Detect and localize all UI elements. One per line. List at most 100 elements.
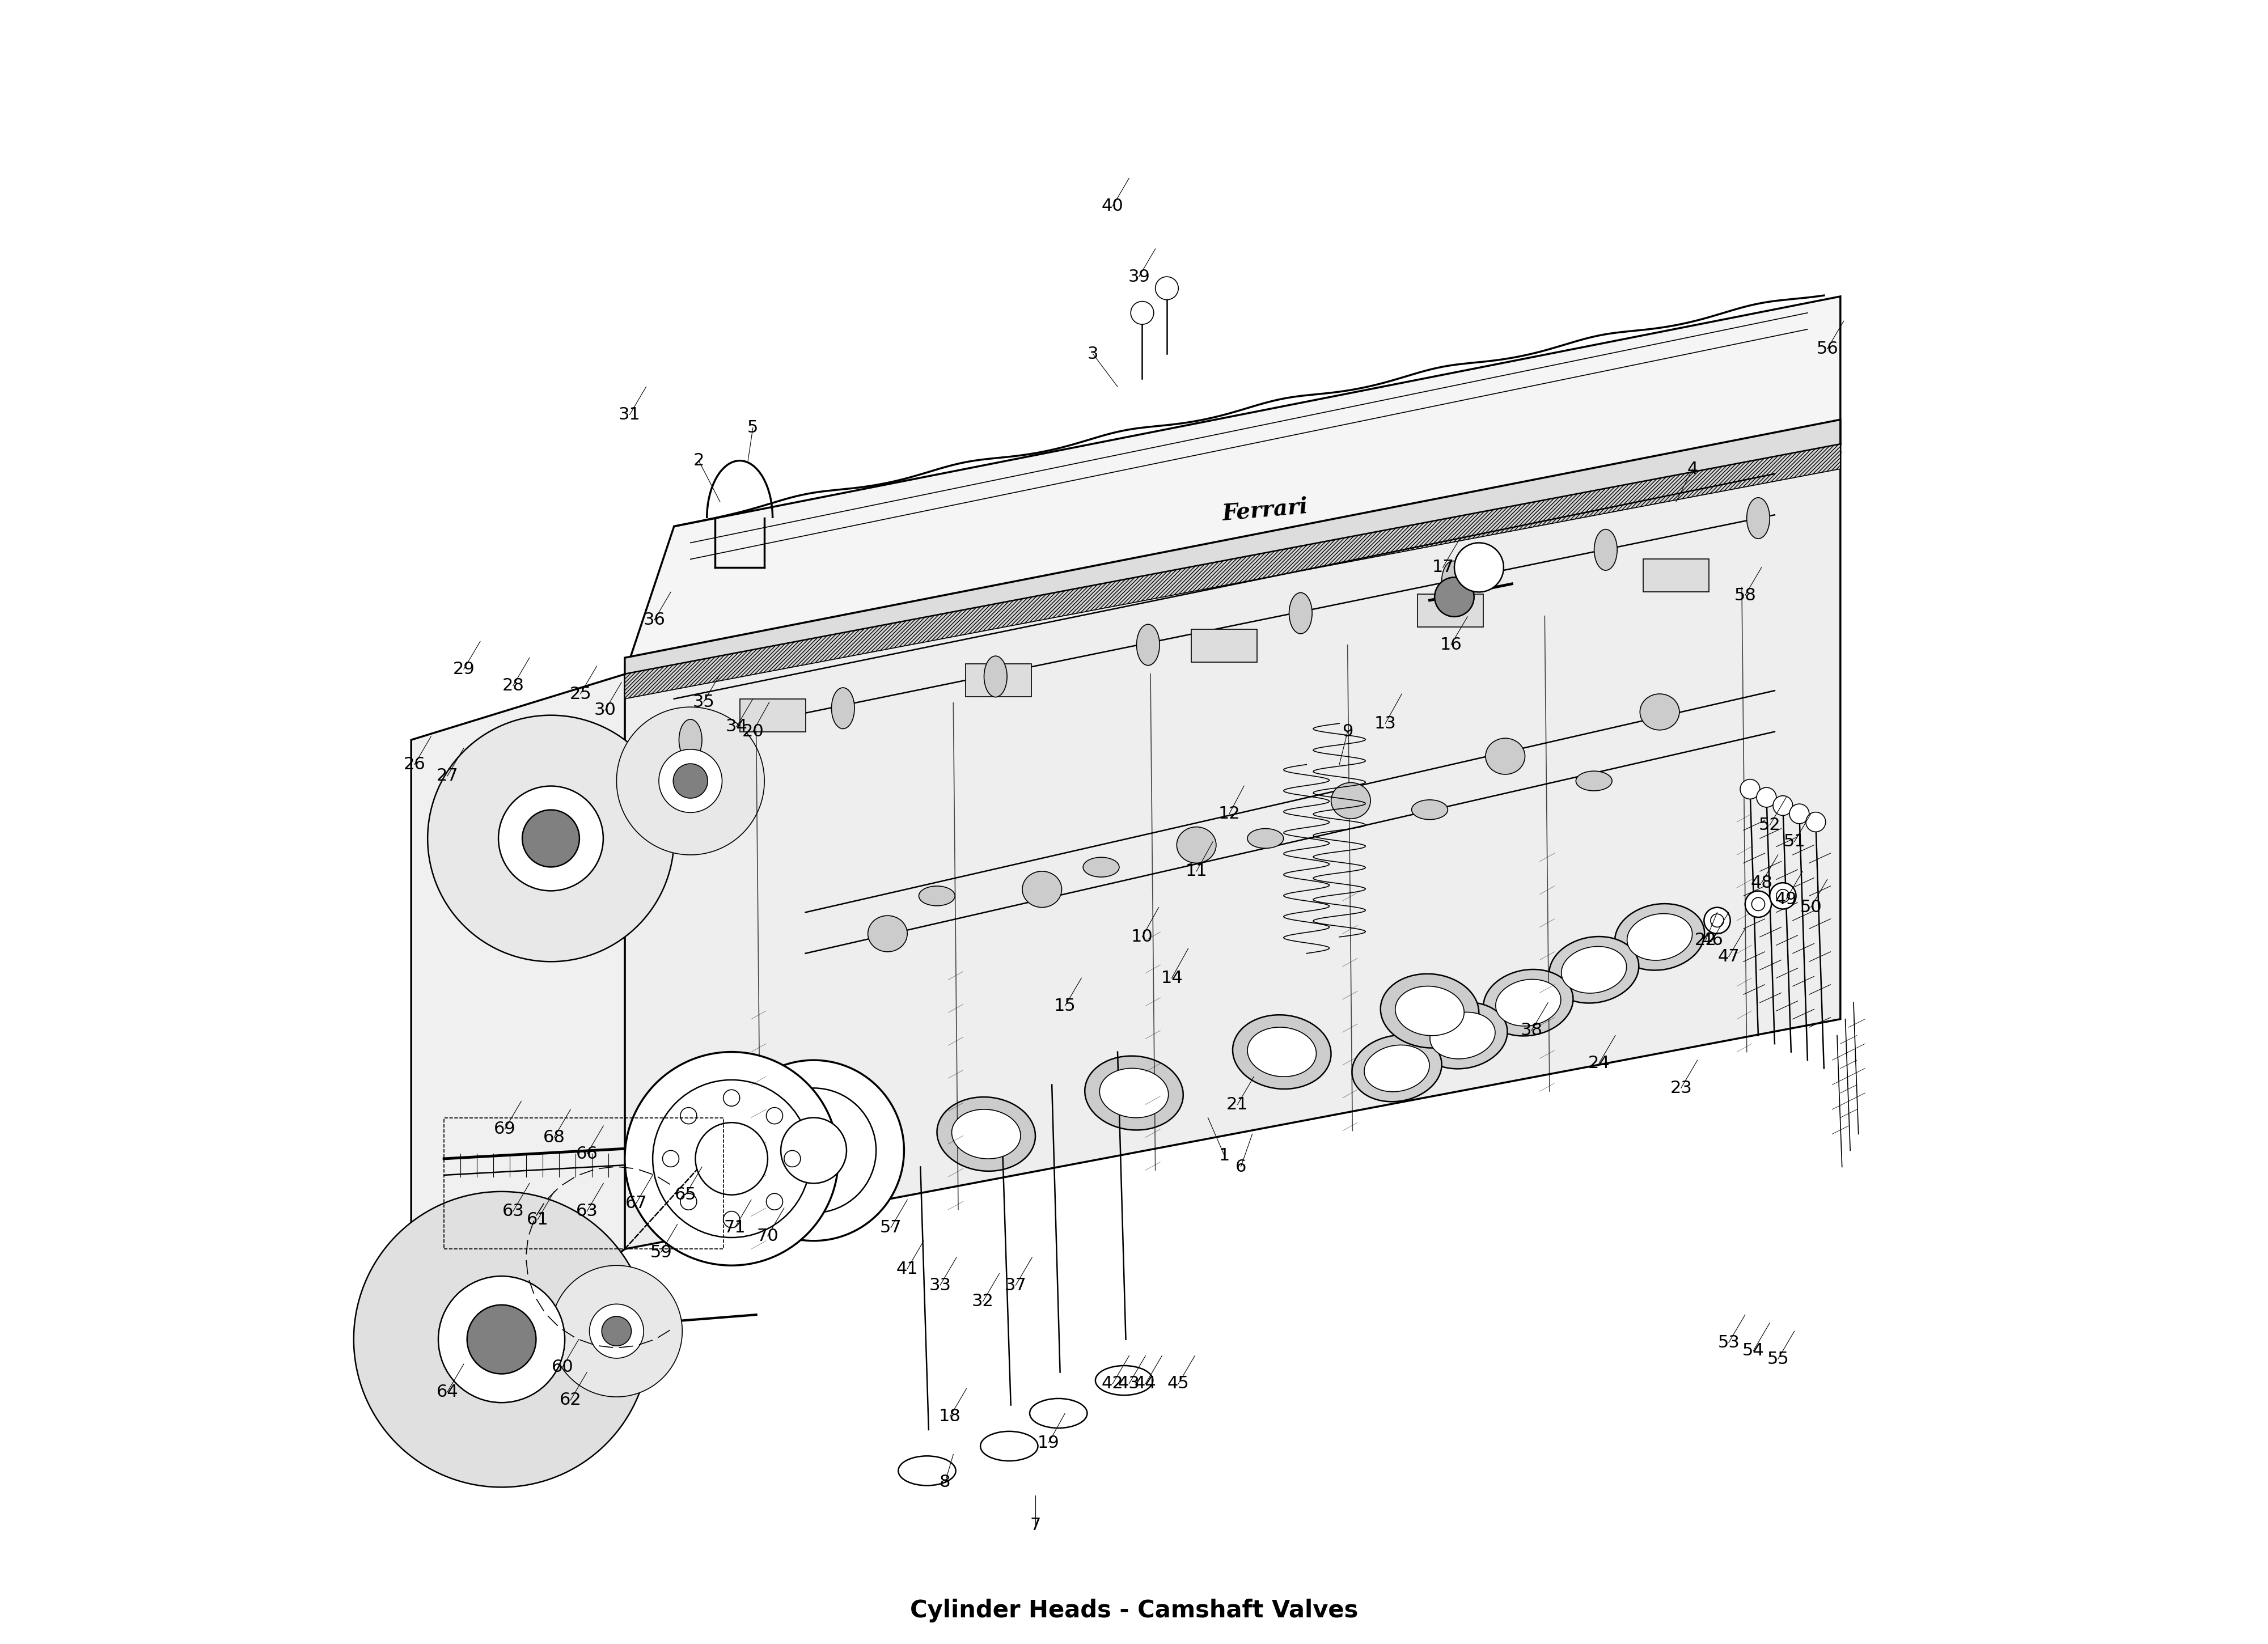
Text: 45: 45	[1168, 1376, 1188, 1392]
Text: 48: 48	[1751, 875, 1774, 891]
Text: 29: 29	[454, 661, 474, 677]
Ellipse shape	[1594, 529, 1617, 570]
Circle shape	[662, 1151, 678, 1167]
Text: 14: 14	[1161, 970, 1184, 986]
Ellipse shape	[980, 1432, 1039, 1462]
Circle shape	[438, 1276, 565, 1402]
Circle shape	[1436, 577, 1474, 616]
Circle shape	[1703, 907, 1730, 934]
Text: 32: 32	[973, 1294, 993, 1310]
Ellipse shape	[1365, 1046, 1429, 1092]
Circle shape	[1758, 787, 1776, 807]
Text: 13: 13	[1374, 715, 1397, 732]
Ellipse shape	[1549, 937, 1640, 1003]
Circle shape	[653, 1080, 810, 1238]
Text: 15: 15	[1055, 998, 1075, 1014]
Ellipse shape	[1626, 914, 1692, 960]
Ellipse shape	[1095, 1366, 1152, 1396]
Text: 34: 34	[726, 718, 748, 735]
Circle shape	[723, 1212, 739, 1228]
Text: 57: 57	[880, 1220, 903, 1236]
Ellipse shape	[1084, 1055, 1184, 1129]
Ellipse shape	[1495, 980, 1560, 1026]
Text: 64: 64	[435, 1384, 458, 1401]
Text: 55: 55	[1767, 1351, 1789, 1368]
Text: 41: 41	[896, 1261, 919, 1277]
Text: 68: 68	[542, 1129, 565, 1146]
Text: 17: 17	[1431, 559, 1454, 575]
Text: 6: 6	[1236, 1159, 1247, 1175]
Text: 44: 44	[1134, 1376, 1157, 1392]
Text: 63: 63	[576, 1203, 599, 1220]
Text: 1: 1	[1218, 1148, 1229, 1164]
Ellipse shape	[1640, 694, 1678, 730]
Text: 24: 24	[1588, 1055, 1610, 1072]
Text: 22: 22	[1694, 932, 1717, 949]
Circle shape	[1710, 914, 1724, 927]
Polygon shape	[617, 707, 764, 855]
Ellipse shape	[1232, 1014, 1331, 1088]
Ellipse shape	[1483, 970, 1574, 1036]
Ellipse shape	[832, 687, 855, 728]
Circle shape	[1805, 812, 1826, 832]
Polygon shape	[354, 1192, 649, 1488]
Text: 50: 50	[1801, 899, 1821, 916]
Ellipse shape	[984, 656, 1007, 697]
Ellipse shape	[1486, 738, 1524, 774]
Circle shape	[680, 1108, 696, 1124]
Circle shape	[780, 1118, 846, 1184]
Polygon shape	[624, 296, 1839, 674]
Text: 28: 28	[501, 677, 524, 694]
Bar	[1644, 559, 1710, 592]
Text: 47: 47	[1717, 949, 1740, 965]
Ellipse shape	[1030, 1399, 1086, 1429]
Text: 69: 69	[494, 1121, 515, 1138]
Circle shape	[522, 810, 578, 866]
Ellipse shape	[678, 720, 703, 761]
Text: 35: 35	[692, 694, 714, 710]
Polygon shape	[624, 444, 1839, 1249]
Circle shape	[785, 1151, 801, 1167]
Bar	[445, 1118, 723, 1249]
Text: 4: 4	[1687, 460, 1699, 477]
Circle shape	[1751, 898, 1765, 911]
Text: 70: 70	[758, 1228, 778, 1245]
Text: 36: 36	[644, 612, 665, 628]
Ellipse shape	[1560, 947, 1626, 993]
Text: 62: 62	[560, 1392, 581, 1409]
Circle shape	[1744, 891, 1771, 917]
Text: 33: 33	[930, 1277, 950, 1294]
Circle shape	[674, 764, 708, 799]
Text: 39: 39	[1127, 268, 1150, 284]
Circle shape	[680, 1194, 696, 1210]
Bar	[1417, 593, 1483, 626]
Text: 65: 65	[674, 1187, 696, 1203]
Text: 30: 30	[594, 702, 617, 718]
Ellipse shape	[1381, 973, 1479, 1047]
Text: 46: 46	[1701, 932, 1724, 949]
Text: 60: 60	[551, 1360, 574, 1376]
Text: 58: 58	[1735, 587, 1755, 603]
Circle shape	[467, 1305, 535, 1374]
Ellipse shape	[1576, 771, 1613, 791]
Text: 49: 49	[1776, 891, 1796, 907]
Text: 26: 26	[404, 756, 426, 773]
Polygon shape	[624, 419, 1839, 674]
Text: 5: 5	[748, 419, 758, 436]
Ellipse shape	[1177, 827, 1216, 863]
Ellipse shape	[953, 1110, 1021, 1159]
Text: 2: 2	[694, 452, 703, 469]
Ellipse shape	[1136, 625, 1159, 666]
Text: Cylinder Heads - Camshaft Valves: Cylinder Heads - Camshaft Valves	[909, 1598, 1359, 1623]
Bar	[1191, 630, 1256, 663]
Text: 20: 20	[742, 723, 764, 740]
Ellipse shape	[1023, 871, 1061, 907]
Text: 8: 8	[939, 1475, 950, 1491]
Ellipse shape	[1411, 801, 1447, 820]
Text: 19: 19	[1036, 1435, 1059, 1452]
Text: 52: 52	[1758, 817, 1780, 834]
Polygon shape	[429, 715, 674, 962]
Text: 71: 71	[723, 1220, 746, 1236]
Ellipse shape	[1247, 829, 1284, 848]
Text: 66: 66	[576, 1146, 599, 1162]
